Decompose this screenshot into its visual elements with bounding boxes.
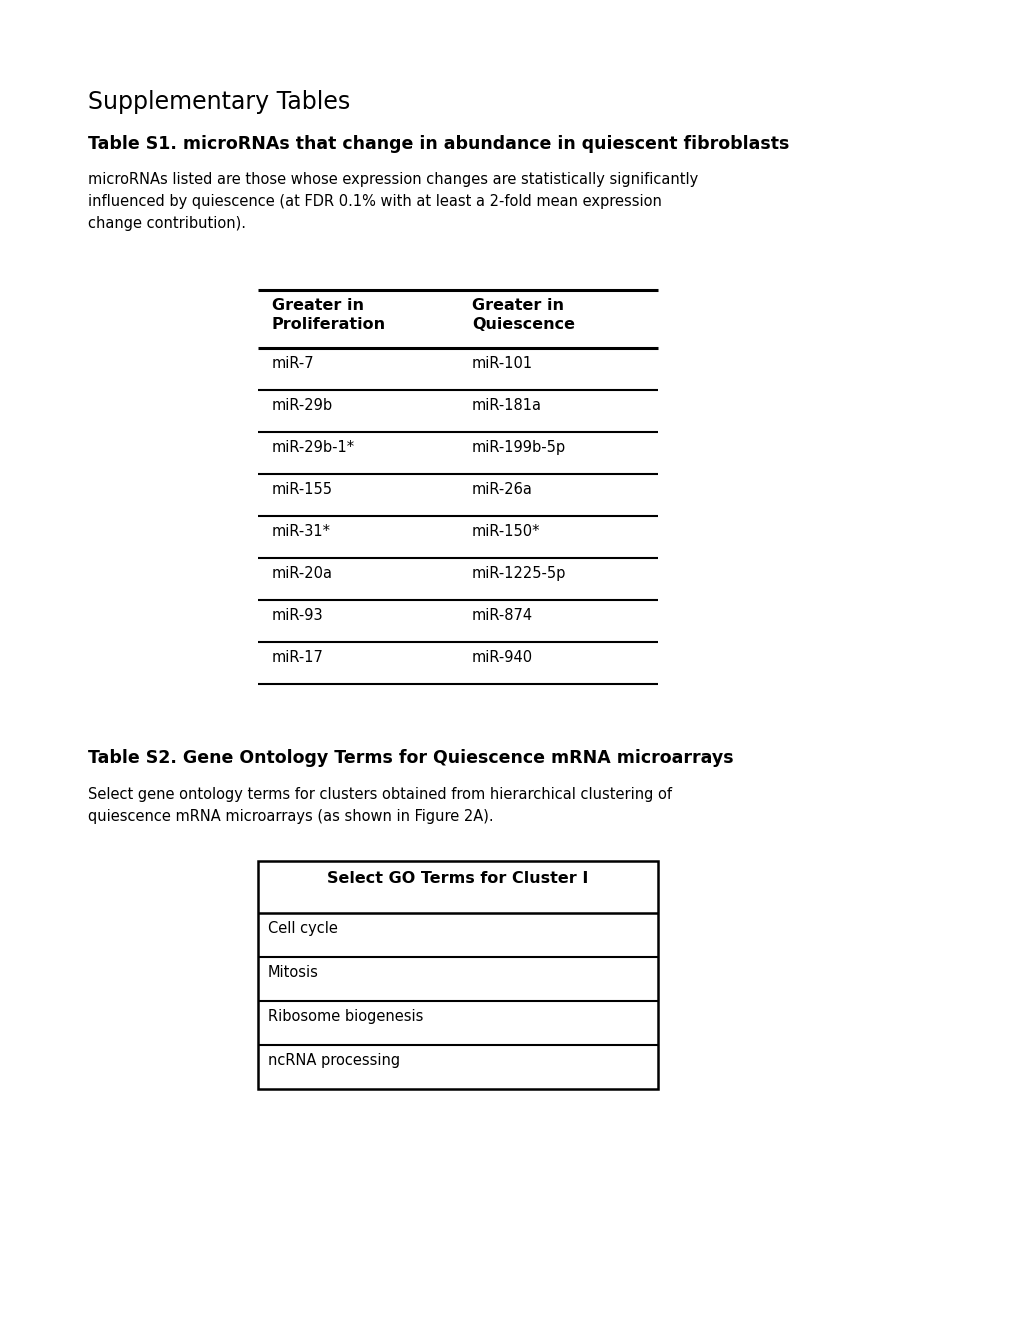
Text: change contribution).: change contribution). xyxy=(88,216,246,231)
Text: Ribosome biogenesis: Ribosome biogenesis xyxy=(268,1008,423,1024)
Text: miR-155: miR-155 xyxy=(272,482,332,498)
Text: Table S2. Gene Ontology Terms for Quiescence mRNA microarrays: Table S2. Gene Ontology Terms for Quiesc… xyxy=(88,748,733,767)
Text: Select gene ontology terms for clusters obtained from hierarchical clustering of: Select gene ontology terms for clusters … xyxy=(88,787,672,803)
Text: miR-26a: miR-26a xyxy=(472,482,532,498)
Text: Cell cycle: Cell cycle xyxy=(268,921,337,936)
Text: miR-7: miR-7 xyxy=(272,356,314,371)
Text: miR-29b-1*: miR-29b-1* xyxy=(272,440,355,455)
Text: quiescence mRNA microarrays (as shown in Figure 2A).: quiescence mRNA microarrays (as shown in… xyxy=(88,809,493,824)
Text: miR-940: miR-940 xyxy=(472,649,533,665)
Text: miR-20a: miR-20a xyxy=(272,566,332,581)
Text: miR-31*: miR-31* xyxy=(272,524,331,539)
Text: influenced by quiescence (at FDR 0.1% with at least a 2-fold mean expression: influenced by quiescence (at FDR 0.1% wi… xyxy=(88,194,661,209)
Text: miR-181a: miR-181a xyxy=(472,399,541,413)
Text: Greater in
Quiescence: Greater in Quiescence xyxy=(472,298,575,333)
Text: miR-93: miR-93 xyxy=(272,609,323,623)
Text: Mitosis: Mitosis xyxy=(268,965,319,979)
Text: microRNAs listed are those whose expression changes are statistically significan: microRNAs listed are those whose express… xyxy=(88,172,698,187)
Text: Supplementary Tables: Supplementary Tables xyxy=(88,90,350,114)
Text: miR-874: miR-874 xyxy=(472,609,533,623)
FancyBboxPatch shape xyxy=(258,861,657,1089)
Text: miR-17: miR-17 xyxy=(272,649,324,665)
Text: Greater in
Proliferation: Greater in Proliferation xyxy=(272,298,386,333)
Text: miR-101: miR-101 xyxy=(472,356,533,371)
Text: miR-29b: miR-29b xyxy=(272,399,333,413)
Text: ncRNA processing: ncRNA processing xyxy=(268,1053,399,1068)
Text: Table S1. microRNAs that change in abundance in quiescent fibroblasts: Table S1. microRNAs that change in abund… xyxy=(88,135,789,153)
Text: Select GO Terms for Cluster I: Select GO Terms for Cluster I xyxy=(327,871,588,886)
Text: miR-150*: miR-150* xyxy=(472,524,540,539)
Text: miR-1225-5p: miR-1225-5p xyxy=(472,566,566,581)
Text: miR-199b-5p: miR-199b-5p xyxy=(472,440,566,455)
